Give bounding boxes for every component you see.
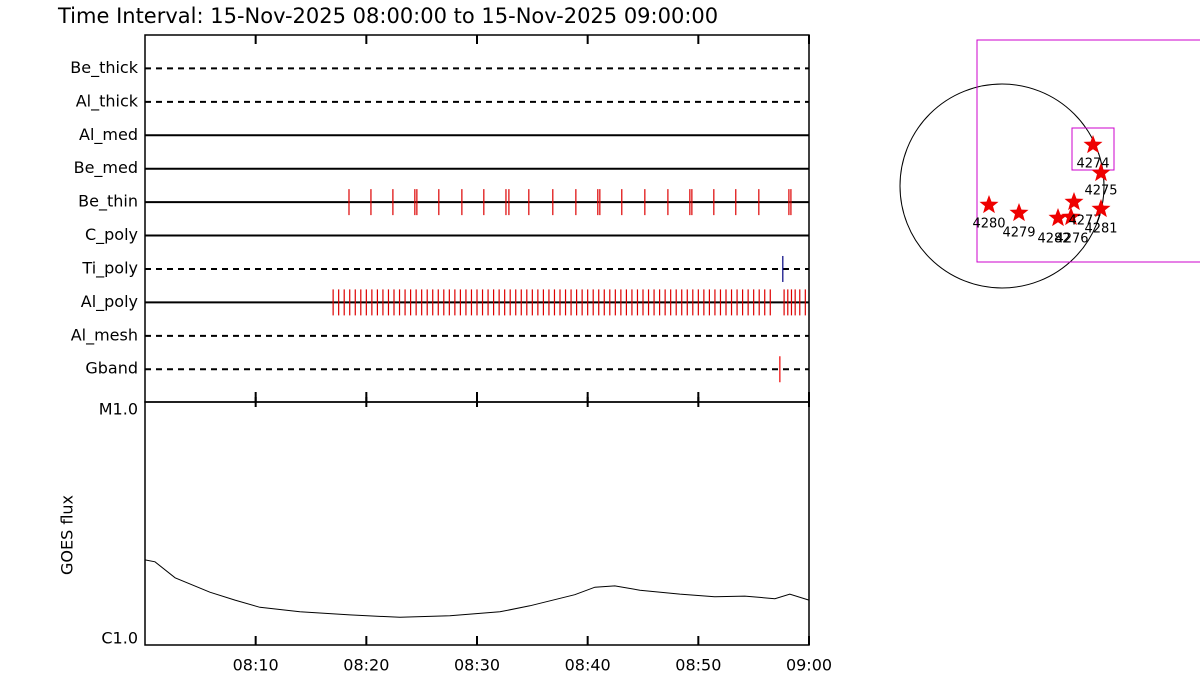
row-label: Al_poly: [81, 292, 138, 312]
row-label: Ti_poly: [81, 258, 138, 278]
region-label: 4280: [972, 217, 1005, 232]
row-label: Be_thin: [78, 192, 138, 212]
flux-frame: [144, 401, 810, 646]
region-star: [979, 195, 999, 214]
region-label: 4277: [1068, 214, 1101, 229]
row-label: C_poly: [85, 225, 138, 245]
flux-line: [144, 559, 810, 618]
region-star: [1064, 192, 1084, 211]
y-tick-label: C1.0: [101, 629, 138, 648]
region-label: 4276: [1055, 232, 1088, 247]
solar-disk: [899, 83, 1105, 289]
region-label: 4281: [1084, 222, 1117, 237]
field-of-view: [976, 39, 1200, 263]
timeline-frame: [144, 34, 810, 403]
x-tick-label: 08:20: [343, 656, 389, 675]
region-label: 4282: [1037, 232, 1070, 247]
region-star: [1048, 208, 1068, 227]
region-star: [1061, 207, 1081, 226]
region-star: [1091, 199, 1111, 218]
region-star: [1083, 135, 1103, 154]
x-tick-label: 08:30: [454, 656, 500, 675]
y-tick-label: M1.0: [99, 400, 138, 419]
x-tick-label: 08:50: [675, 656, 721, 675]
region-label: 4274: [1076, 157, 1109, 172]
row-label: Al_mesh: [71, 325, 138, 345]
x-tick-label: 09:00: [786, 656, 832, 675]
region-label: 4279: [1002, 226, 1035, 241]
region-star: [1009, 203, 1029, 222]
page-title: Time Interval: 15-Nov-2025 08:00:00 to 1…: [57, 4, 718, 28]
row-label: Gband: [85, 359, 138, 378]
y-axis-label: GOES flux: [58, 495, 77, 575]
x-tick-label: 08:10: [233, 656, 279, 675]
region-star: [1091, 163, 1111, 182]
row-label: Be_med: [74, 158, 138, 178]
x-tick-label: 08:40: [565, 656, 611, 675]
row-label: Al_med: [79, 125, 138, 145]
row-label: Al_thick: [76, 91, 139, 111]
region-label: 4275: [1084, 184, 1117, 199]
row-label: Be_thick: [70, 58, 138, 78]
